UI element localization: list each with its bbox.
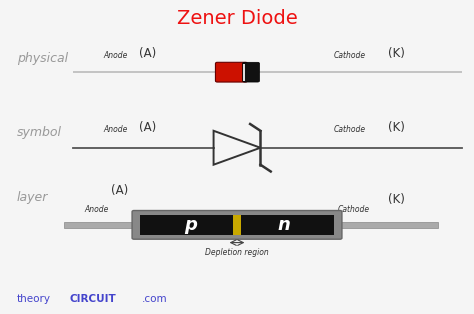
Text: layer: layer (17, 191, 48, 203)
Text: (K): (K) (388, 193, 405, 206)
FancyBboxPatch shape (132, 210, 342, 239)
Text: Anode: Anode (84, 205, 109, 214)
Bar (233, 215, 241, 235)
Text: physical: physical (17, 52, 68, 65)
Text: n: n (277, 216, 290, 234)
Text: CIRCUIT: CIRCUIT (69, 294, 116, 304)
Text: Depletion region: Depletion region (205, 248, 269, 257)
Bar (64, 222, 134, 228)
Text: symbol: symbol (17, 126, 62, 139)
Text: (A): (A) (139, 121, 156, 134)
Text: Cathode: Cathode (333, 51, 365, 60)
Bar (243, 63, 246, 81)
Text: (A): (A) (111, 184, 128, 197)
Text: Anode: Anode (103, 125, 128, 134)
FancyBboxPatch shape (216, 62, 247, 82)
Text: Cathode: Cathode (333, 125, 365, 134)
Text: p: p (184, 216, 197, 234)
Text: Cathode: Cathode (338, 205, 370, 214)
Text: Zener Diode: Zener Diode (177, 9, 297, 28)
Text: (A): (A) (139, 47, 156, 60)
FancyBboxPatch shape (243, 62, 259, 82)
Text: Anode: Anode (103, 51, 128, 60)
Bar (139, 215, 335, 235)
Bar (340, 222, 438, 228)
Text: .com: .com (142, 294, 168, 304)
Text: theory: theory (17, 294, 51, 304)
Text: (K): (K) (388, 47, 405, 60)
Text: (K): (K) (388, 121, 405, 134)
